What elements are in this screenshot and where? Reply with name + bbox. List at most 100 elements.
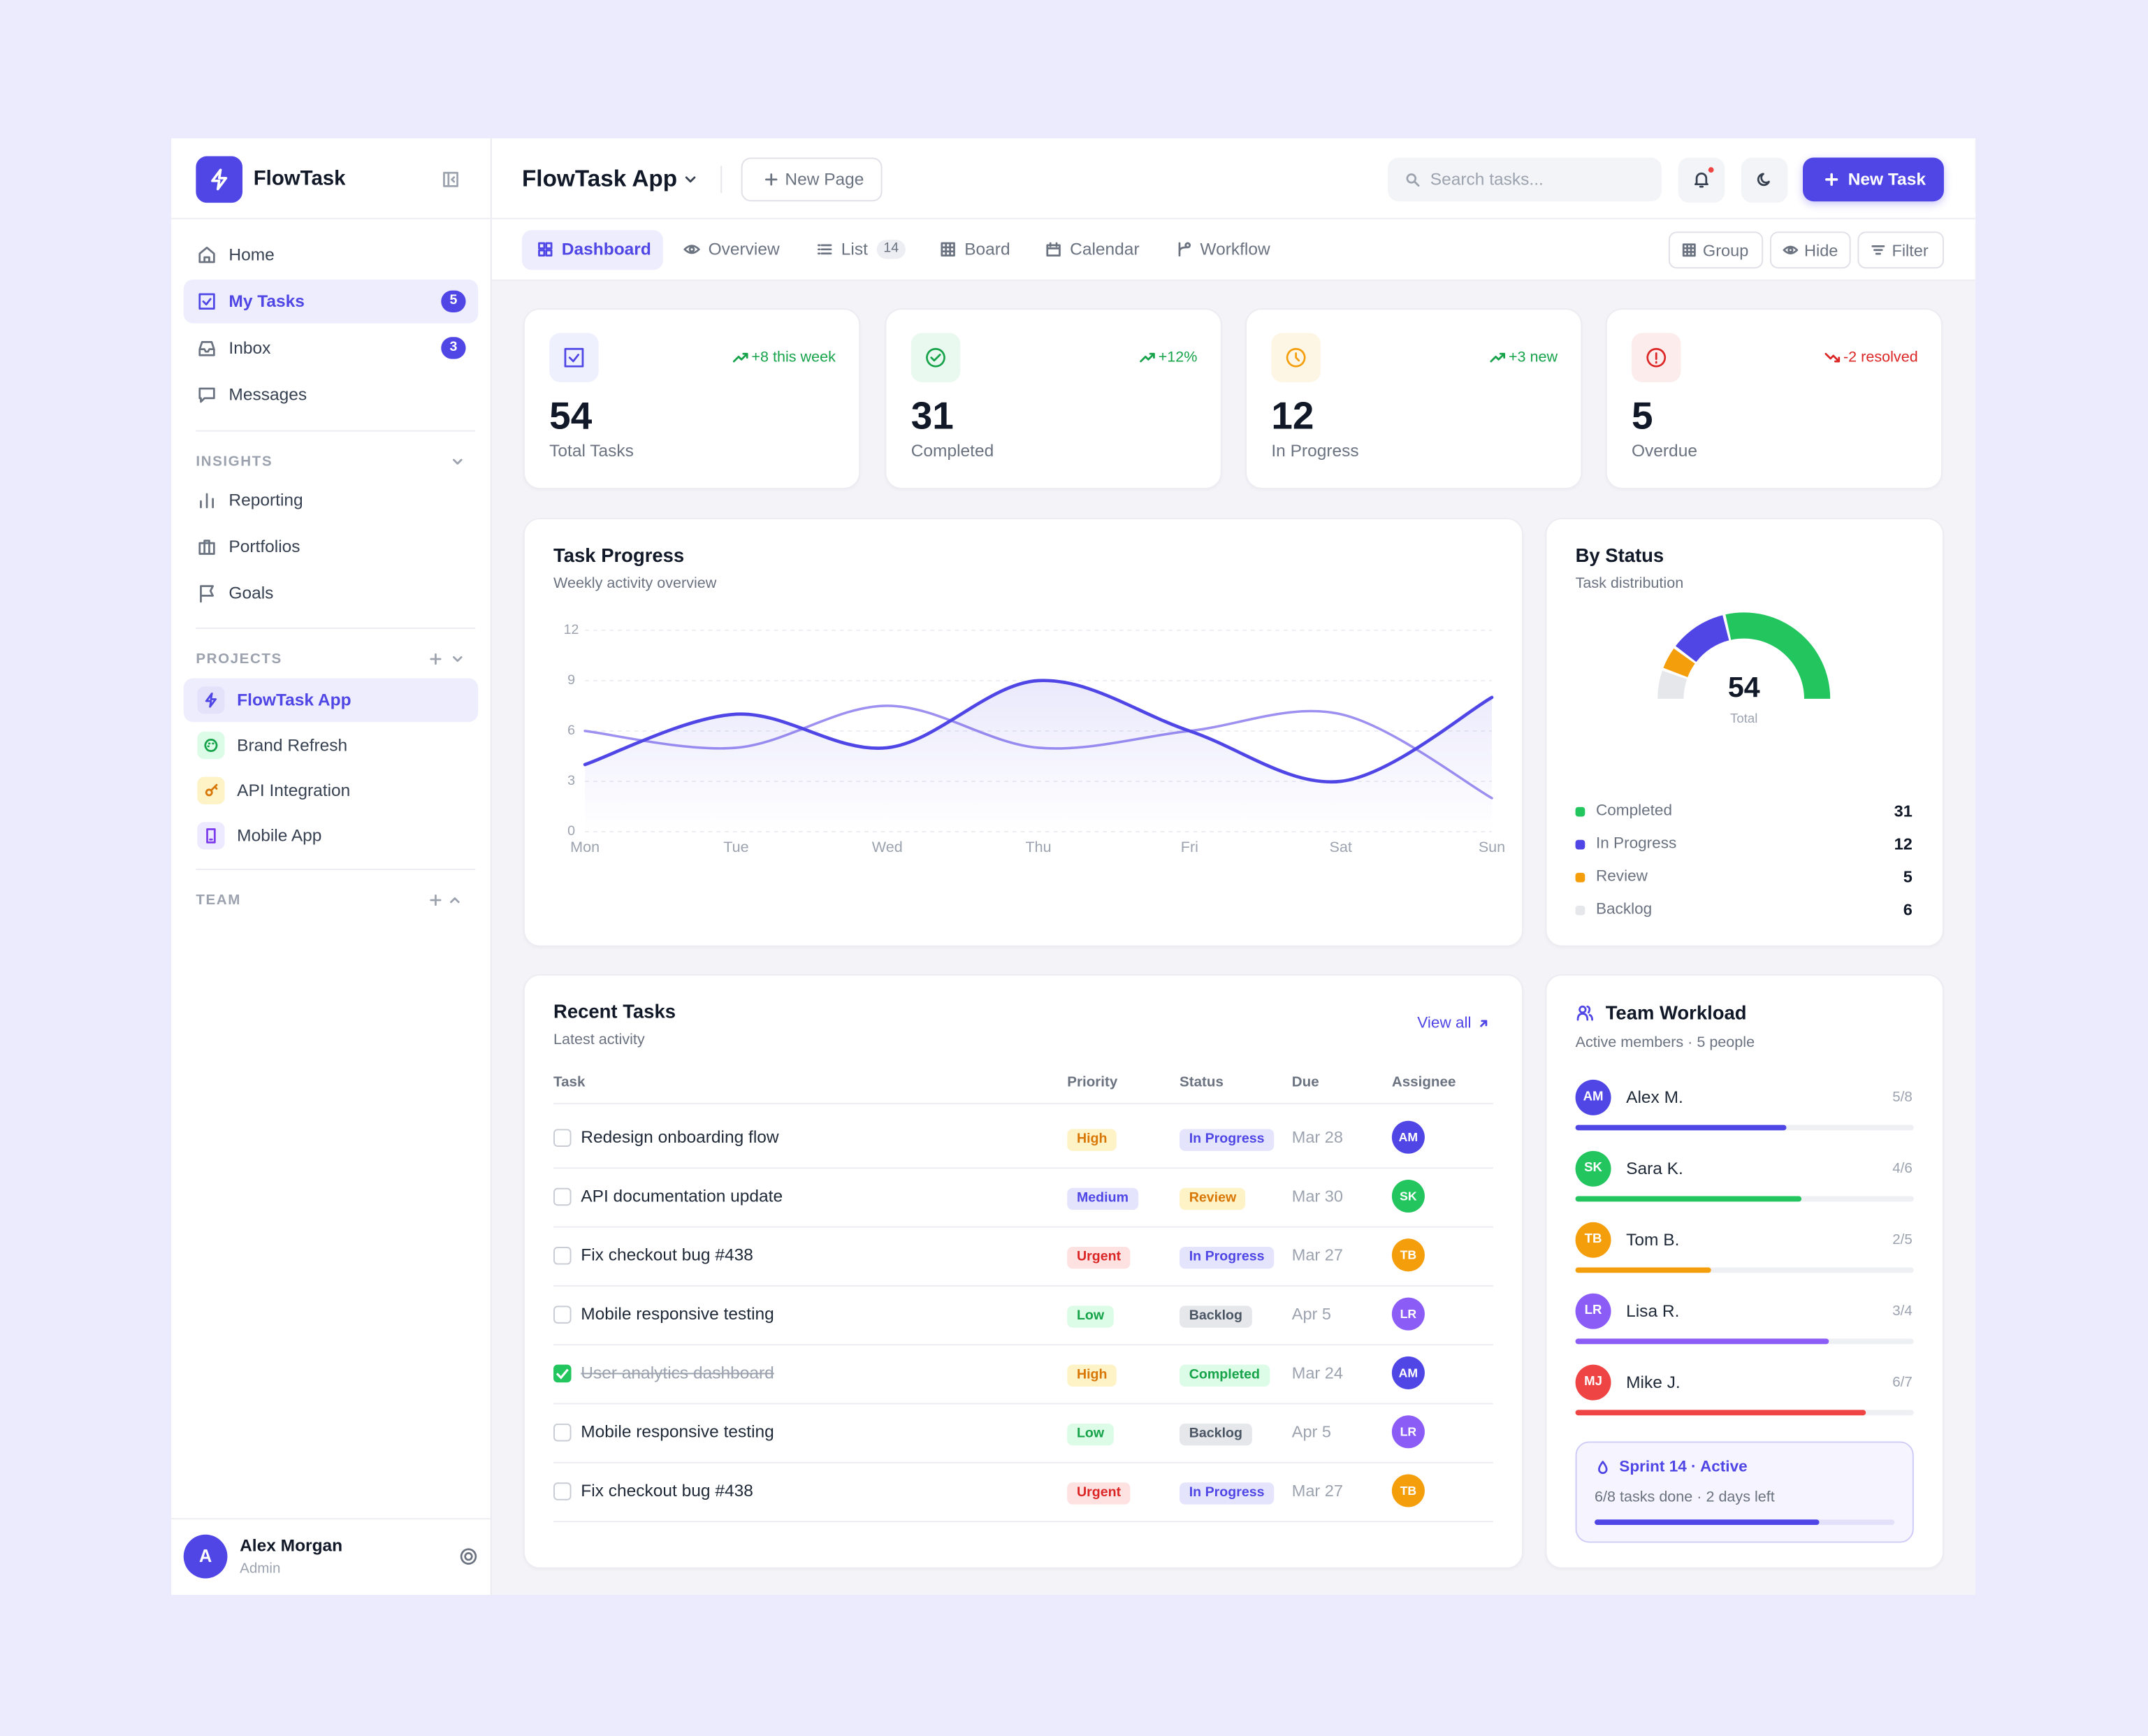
row-rule [553, 1403, 1493, 1405]
due-date: Mar 30 [1291, 1186, 1343, 1206]
legend-value: 5 [1903, 867, 1913, 887]
donut-segment [1725, 612, 1831, 699]
nav-label: Home [228, 245, 275, 265]
nav-label: Goals [228, 584, 274, 603]
theme-button[interactable] [1741, 157, 1788, 203]
tab-label[interactable]: Workflow [1200, 240, 1270, 259]
icon [1140, 352, 1155, 363]
icon [453, 656, 463, 663]
project-label: API Integration [237, 781, 351, 800]
y-tick-label: 3 [567, 773, 575, 788]
stat-label: In Progress [1271, 441, 1359, 461]
view-all-link[interactable]: View all [1417, 1015, 1472, 1032]
member-initials: LR [1584, 1303, 1602, 1319]
logo [196, 156, 243, 203]
row-rule [553, 1461, 1493, 1463]
divider [196, 430, 476, 432]
donut-segment [1675, 615, 1729, 663]
member-load: 4/6 [1892, 1160, 1913, 1178]
donut-segment [1657, 670, 1688, 699]
legend-label: Completed [1595, 802, 1673, 820]
task-name: Fix checkout bug #438 [581, 1481, 753, 1500]
bell-button[interactable] [1678, 157, 1725, 203]
assignee-avatar [1391, 1120, 1425, 1154]
icon [685, 176, 696, 183]
sprint-box [1575, 1441, 1914, 1543]
checkbox[interactable] [553, 1187, 572, 1206]
task-name: Mobile responsive testing [581, 1304, 774, 1324]
pill: In Progress [1179, 1482, 1275, 1505]
tab-label[interactable]: List [841, 240, 868, 259]
icon [683, 245, 700, 254]
x-tick-label: Sun [1479, 838, 1505, 855]
tab-badge-bg [876, 240, 906, 259]
pill: Review [1179, 1187, 1247, 1210]
icon [198, 387, 215, 403]
stat-label: Completed [910, 441, 994, 461]
icon [564, 347, 584, 368]
tab-label[interactable]: Board [964, 240, 1010, 259]
due-date: Apr 5 [1291, 1304, 1331, 1324]
stat-value: 5 [1631, 394, 1653, 437]
assignee-initials: AM [1398, 1130, 1418, 1145]
task-name: Redesign onboarding flow [581, 1127, 779, 1147]
card-title: By Status [1575, 544, 1664, 566]
checkbox[interactable] [553, 1423, 572, 1442]
member-initials: TB [1584, 1231, 1602, 1247]
project-icon-bg [197, 731, 225, 760]
checkbox[interactable] [553, 1482, 572, 1500]
brand: FlowTask [253, 167, 346, 191]
task-name: API documentation update [581, 1186, 783, 1206]
assignee-avatar [1391, 1474, 1425, 1507]
icon [1871, 245, 1885, 255]
legend-value: 12 [1894, 834, 1913, 854]
badge-bg [441, 290, 466, 312]
checkbox[interactable] [553, 1129, 572, 1147]
load-bar [1575, 1267, 1711, 1273]
view-button[interactable] [1857, 231, 1944, 269]
tab-label[interactable]: Overview [708, 240, 780, 259]
card-subtitle: Task distribution [1575, 575, 1684, 592]
icon [1757, 173, 1770, 187]
pill: High [1067, 1129, 1117, 1151]
search[interactable] [1387, 157, 1662, 202]
row-rule [553, 1167, 1493, 1169]
tab-label[interactable]: Calendar [1070, 240, 1140, 259]
project-label: Mobile App [237, 826, 322, 846]
section-title: TEAM [196, 892, 241, 909]
checkbox[interactable] [553, 1305, 572, 1324]
project-label: FlowTask App [237, 690, 351, 710]
load-bar [1575, 1338, 1829, 1345]
view-button-label: Filter [1892, 240, 1929, 260]
pill: Backlog [1179, 1423, 1252, 1446]
y-tick-label: 0 [567, 823, 575, 839]
new-page-button[interactable] [741, 157, 883, 202]
icon [926, 347, 945, 368]
pill: In Progress [1179, 1247, 1275, 1269]
stat-label: Overdue [1631, 441, 1697, 461]
due-date: Mar 24 [1291, 1363, 1343, 1383]
page-title: FlowTask App [521, 166, 678, 192]
card [523, 974, 1524, 1569]
user-avatar [183, 1534, 228, 1579]
icon [1406, 173, 1420, 187]
sidebar [171, 138, 492, 1596]
topbar-divider [171, 217, 1976, 219]
stat-icon-bg [910, 333, 961, 382]
icon [430, 653, 442, 665]
task-name: Fix checkout bug #438 [581, 1245, 753, 1265]
tab-label[interactable]: Dashboard [561, 240, 651, 259]
stat-change: +8 this week [751, 349, 836, 366]
icon [1480, 1020, 1488, 1027]
pill: In Progress [1179, 1129, 1275, 1151]
view-button[interactable] [1769, 231, 1851, 269]
y-tick-label: 6 [567, 723, 575, 738]
donut-center-label: Total [1730, 711, 1757, 725]
checkbox[interactable] [553, 1247, 572, 1265]
divider [196, 868, 476, 870]
member-initials: AM [1583, 1089, 1604, 1105]
checkbox[interactable] [553, 1364, 572, 1383]
x-tick-label: Sat [1330, 838, 1352, 855]
